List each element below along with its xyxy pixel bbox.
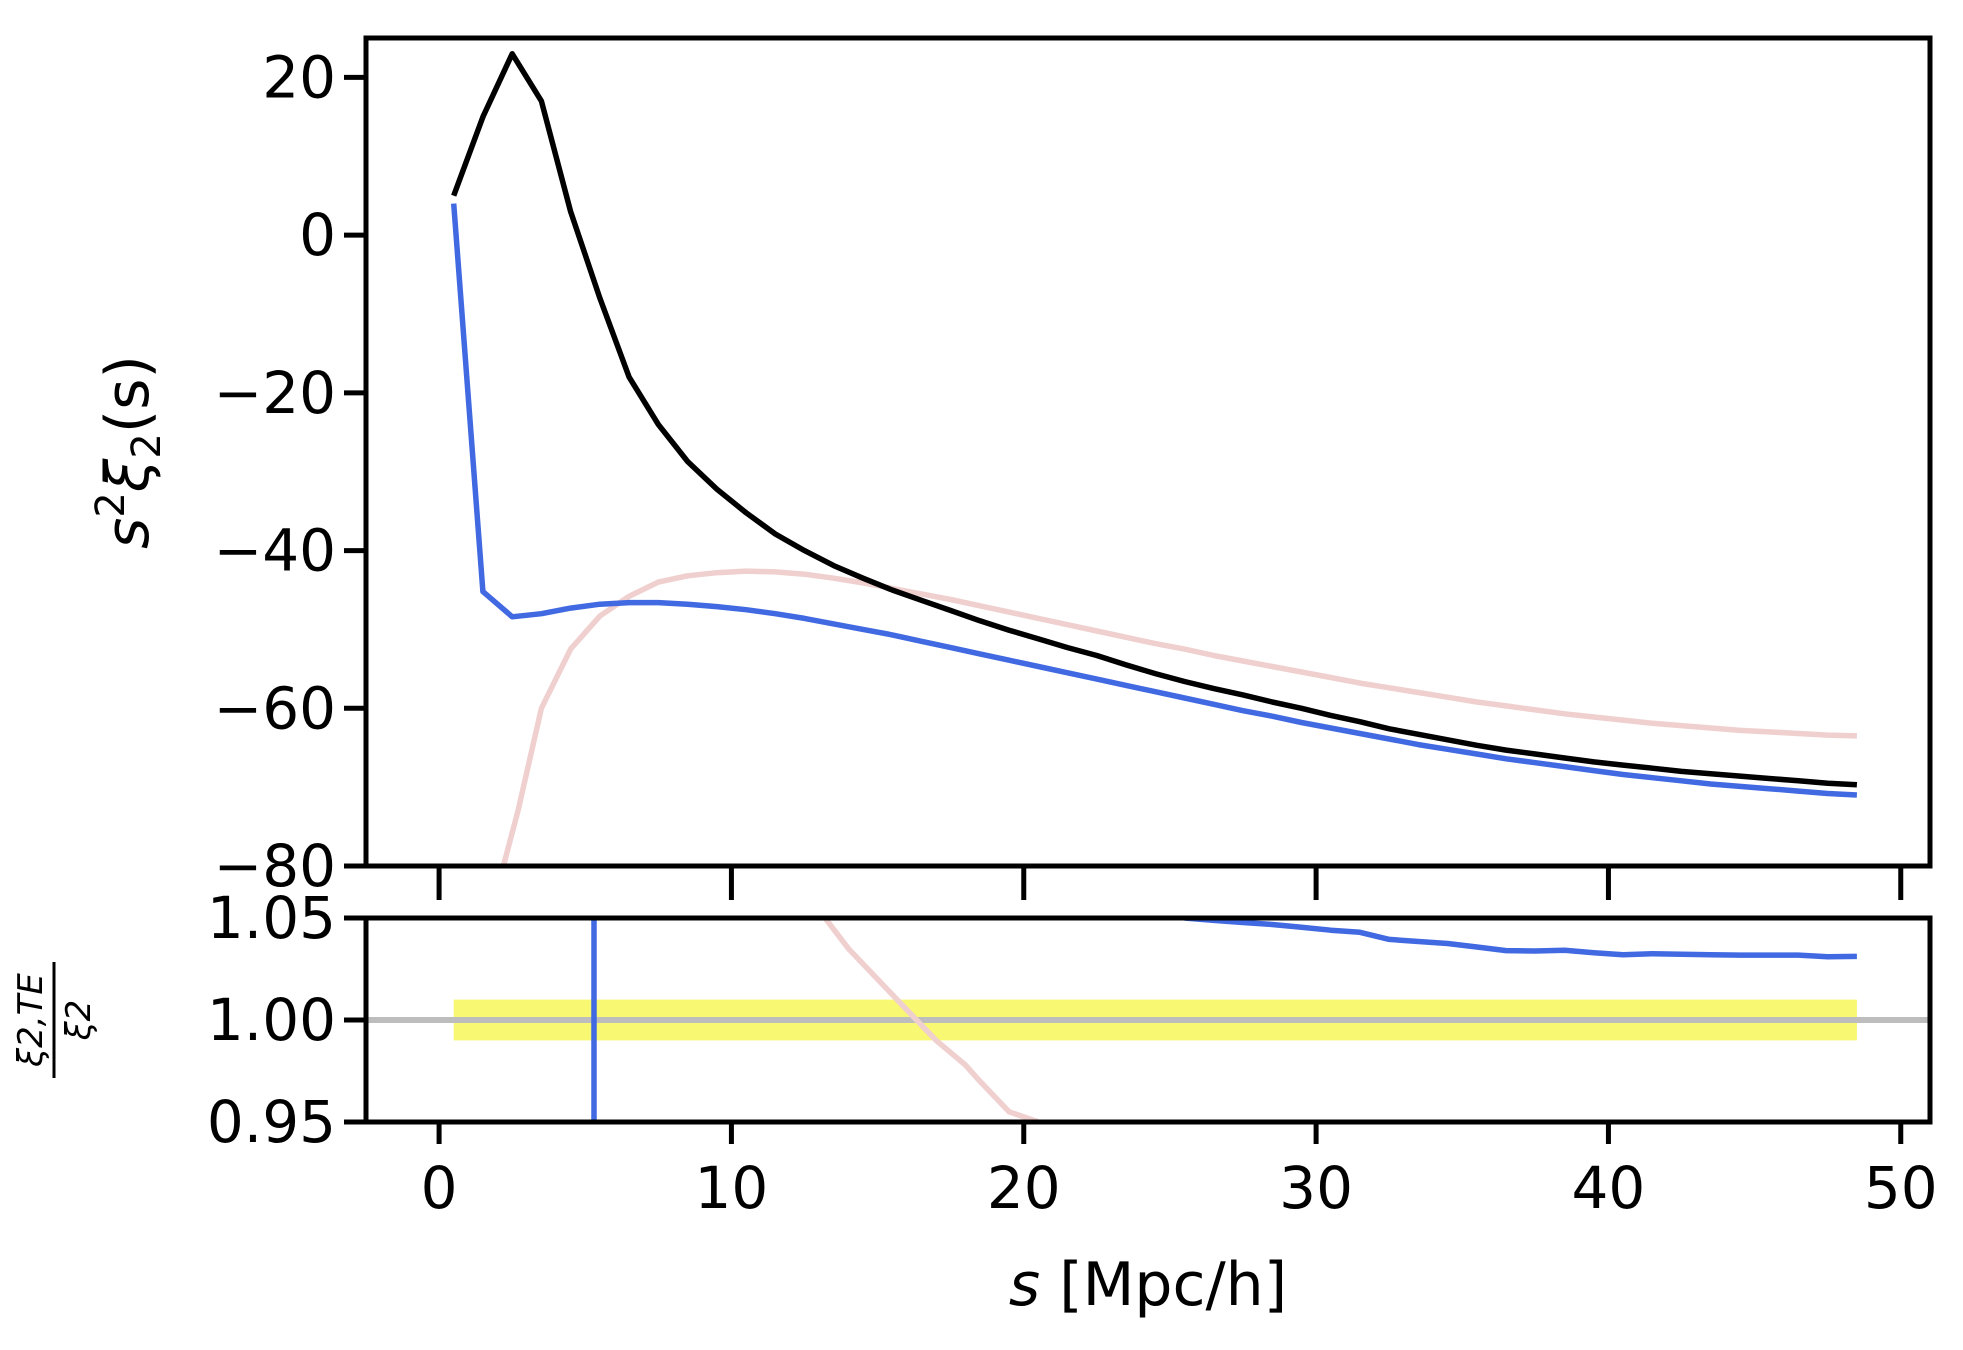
bottom-xlabel: s [Mpc/h] xyxy=(1009,1250,1287,1320)
top-ytick-label: −80 xyxy=(214,832,336,900)
bottom-xtick-label: 30 xyxy=(1279,1154,1353,1222)
top-ylabel: s2ξ2(s) xyxy=(88,355,170,549)
top-panel: 200−20−40−60−80 s2ξ2(s) xyxy=(88,35,1933,900)
top-series-group xyxy=(450,51,1858,866)
xlabel-symbol: s xyxy=(1009,1250,1040,1320)
bottom-series-group xyxy=(591,918,1857,1122)
bottom-xtick-label: 50 xyxy=(1864,1154,1938,1222)
bottom-x-ticks: 0 10 20 30 40 50 xyxy=(421,1122,1938,1222)
bottom-xtick-label: 20 xyxy=(987,1154,1061,1222)
ratio-numerator: ξ2,TE xyxy=(11,973,51,1068)
top-ytick-label: −20 xyxy=(214,359,336,427)
top-x-ticks xyxy=(436,866,1904,900)
series-line-top-blue xyxy=(450,203,1858,798)
series-line-bottom-blue xyxy=(1184,918,1857,960)
top-y-ticks: 20 0 −20 −40 −60 −80 xyxy=(214,43,366,900)
bottom-ytick-label: 0.95 xyxy=(207,1088,336,1156)
ylabel-xi: ξ xyxy=(93,458,163,493)
bottom-xtick-label: 10 xyxy=(695,1154,769,1222)
series-line-top-pink xyxy=(500,568,1857,866)
top-ytick-label: 0 xyxy=(299,201,336,269)
bottom-panel: 1.05 1.00 0.95 0 10 20 30 40 50 ξ2,TE ξ2 s [Mpc… xyxy=(11,884,1938,1320)
bottom-y-ticks: 1.05 1.00 0.95 xyxy=(207,884,366,1156)
series-line-top-black xyxy=(451,51,1858,788)
bottom-ylabel: ξ2,TE ξ2 xyxy=(11,962,99,1078)
top-axes-frame xyxy=(363,35,1933,869)
ratio-denominator: ξ2 xyxy=(59,1000,99,1042)
ylabel-arg: (s) xyxy=(93,355,163,433)
top-ytick-label: 20 xyxy=(262,43,336,111)
xlabel-units: [Mpc/h] xyxy=(1040,1250,1287,1320)
ylabel-sup: 2 xyxy=(88,492,134,517)
bottom-ytick-label: 1.05 xyxy=(207,884,336,952)
top-ytick-label: −60 xyxy=(214,674,336,742)
ylabel-sub: 2 xyxy=(124,433,170,458)
ylabel-base: s xyxy=(93,518,163,549)
series-line-bottom-pink xyxy=(822,918,1040,1122)
bottom-xtick-label: 40 xyxy=(1572,1154,1646,1222)
top-ytick-label: −40 xyxy=(214,517,336,585)
bottom-ytick-label: 1.00 xyxy=(207,986,336,1054)
bottom-xtick-label: 0 xyxy=(421,1154,458,1222)
